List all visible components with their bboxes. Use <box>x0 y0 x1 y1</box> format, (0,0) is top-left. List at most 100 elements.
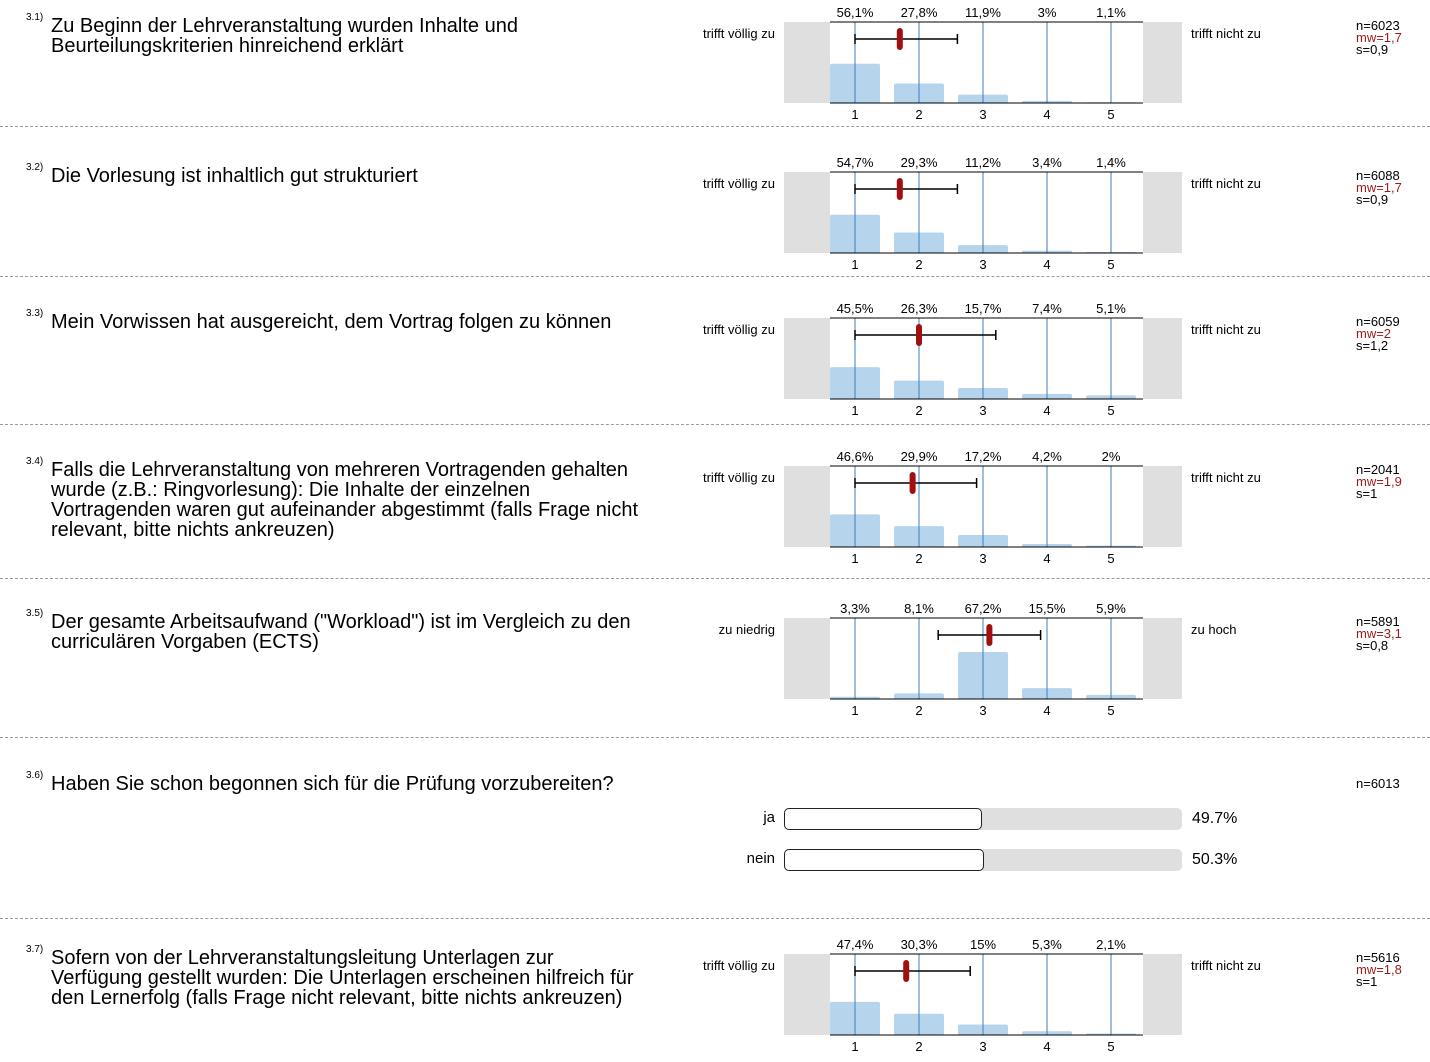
value-label: 8,1% <box>904 601 934 616</box>
scale-right-label: trifft nicht zu <box>1191 470 1261 485</box>
stat-n: n=5891 <box>1356 614 1400 629</box>
value-label: 3,3% <box>840 601 870 616</box>
question-text: Mein Vorwissen hat ausgereicht, dem Vort… <box>51 311 612 333</box>
tick-label: 3 <box>979 257 986 272</box>
value-label: 54,7% <box>837 155 874 170</box>
value-label: 2,1% <box>1096 937 1126 952</box>
value-label: 5,3% <box>1032 937 1062 952</box>
question-text: Die Vorlesung ist inhaltlich gut struktu… <box>51 165 418 187</box>
value-label: 2% <box>1102 449 1121 464</box>
value-label: 29,9% <box>901 449 938 464</box>
question-text: Falls die Lehrveranstaltung von mehreren… <box>51 459 639 541</box>
rating-chart: 56,1% 27,8% 11,9% 3% 1,1% 1 2 3 4 5 <box>784 5 1182 122</box>
mean-marker <box>903 960 910 982</box>
option-bar-fill <box>784 808 982 830</box>
question-number: 3.2) <box>26 162 44 173</box>
stat-n: n=6088 <box>1356 168 1400 183</box>
stat-sd: s=0,9 <box>1356 192 1389 207</box>
section-divider <box>0 737 1430 738</box>
scale-right-label: zu hoch <box>1191 622 1237 637</box>
value-label: 26,3% <box>901 301 938 316</box>
value-label: 56,1% <box>837 5 874 20</box>
question-text: Haben Sie schon begonnen sich für die Pr… <box>51 773 614 795</box>
scale-left-label: trifft völlig zu <box>702 176 775 191</box>
option-percent: 50.3% <box>1192 851 1238 868</box>
scale-side-panel-right <box>1143 318 1182 399</box>
tick-label: 1 <box>851 107 858 122</box>
mean-marker <box>909 472 916 494</box>
stat-mean: mw=1,8 <box>1356 962 1402 977</box>
stats-block: n=6013 <box>1356 776 1400 791</box>
scale-right-label: trifft nicht zu <box>1191 26 1261 41</box>
value-label: 27,8% <box>901 5 938 20</box>
stat-mean: mw=2 <box>1356 326 1392 341</box>
stats-block: n=5616 mw=1,8 s=1 <box>1356 950 1402 989</box>
tick-label: 4 <box>1043 257 1050 272</box>
scale-side-panel-right <box>1143 22 1182 103</box>
question-number: 3.6) <box>26 770 44 781</box>
value-label: 45,5% <box>837 301 874 316</box>
tick-label: 4 <box>1043 551 1050 566</box>
stats-block: n=6088 mw=1,7 s=0,9 <box>1356 168 1402 207</box>
value-label: 11,9% <box>965 5 1001 20</box>
tick-label: 2 <box>915 107 922 122</box>
question-number: 3.4) <box>26 456 44 467</box>
question-text: Der gesamte Arbeitsaufwand ("Workload") … <box>51 611 631 653</box>
value-label: 1,4% <box>1096 155 1126 170</box>
section-divider <box>0 276 1430 277</box>
tick-label: 5 <box>1107 703 1114 718</box>
stats-block: n=6059 mw=2 s=1,2 <box>1356 314 1400 353</box>
scale-side-panel-right <box>1143 618 1182 699</box>
stat-mean: mw=3,1 <box>1356 626 1402 641</box>
rating-chart: 3,3% 8,1% 67,2% 15,5% 5,9% 1 2 3 4 5 <box>784 601 1182 718</box>
scale-side-panel-left <box>784 22 830 103</box>
tick-label: 3 <box>979 703 986 718</box>
option-bar-fill <box>784 849 985 871</box>
scale-side-panel-left <box>784 466 830 547</box>
stat-sd: s=1,2 <box>1356 338 1389 353</box>
scale-left-label: trifft völlig zu <box>702 322 775 337</box>
tick-label: 3 <box>979 1039 986 1054</box>
scale-side-panel-left <box>784 954 830 1035</box>
stat-n: n=6023 <box>1356 18 1400 33</box>
value-label: 47,4% <box>837 937 874 952</box>
value-label: 7,4% <box>1032 301 1062 316</box>
tick-label: 4 <box>1043 1039 1050 1054</box>
stat-n: n=6059 <box>1356 314 1400 329</box>
tick-label: 3 <box>979 551 986 566</box>
option-label: ja <box>763 809 775 826</box>
tick-label: 5 <box>1107 403 1114 418</box>
scale-side-panel-left <box>784 618 830 699</box>
stat-mean: mw=1,9 <box>1356 474 1402 489</box>
tick-label: 1 <box>851 703 858 718</box>
option-percent: 49.7% <box>1192 810 1238 827</box>
scale-side-panel-right <box>1143 466 1182 547</box>
stat-sd: s=0,9 <box>1356 42 1389 57</box>
value-label: 3,4% <box>1032 155 1062 170</box>
stat-n: n=6013 <box>1356 776 1400 791</box>
value-label: 15,5% <box>1029 601 1066 616</box>
question-number: 3.5) <box>26 608 44 619</box>
tick-label: 3 <box>979 107 986 122</box>
stat-n: n=5616 <box>1356 950 1400 965</box>
value-label: 5,9% <box>1096 601 1126 616</box>
value-label: 46,6% <box>837 449 874 464</box>
scale-right-label: trifft nicht zu <box>1191 322 1261 337</box>
rating-chart: 47,4% 30,3% 15% 5,3% 2,1% 1 2 3 4 5 <box>784 937 1182 1054</box>
value-label: 67,2% <box>965 601 1002 616</box>
tick-label: 5 <box>1107 551 1114 566</box>
rating-chart: 54,7% 29,3% 11,2% 3,4% 1,4% 1 2 3 4 5 <box>784 155 1182 272</box>
question-text: Zu Beginn der Lehrveranstaltung wurden I… <box>51 15 518 57</box>
stat-n: n=2041 <box>1356 462 1400 477</box>
scale-right-label: trifft nicht zu <box>1191 958 1261 973</box>
stat-mean: mw=1,7 <box>1356 30 1402 45</box>
mean-marker <box>896 178 903 200</box>
mean-marker <box>916 324 922 346</box>
stat-sd: s=1 <box>1356 974 1378 989</box>
tick-label: 2 <box>915 1039 922 1054</box>
tick-label: 4 <box>1043 703 1050 718</box>
scale-right-label: trifft nicht zu <box>1191 176 1261 191</box>
rating-chart: 46,6% 29,9% 17,2% 4,2% 2% 1 2 3 4 5 <box>784 449 1182 566</box>
tick-label: 2 <box>915 703 922 718</box>
tick-label: 5 <box>1107 257 1114 272</box>
